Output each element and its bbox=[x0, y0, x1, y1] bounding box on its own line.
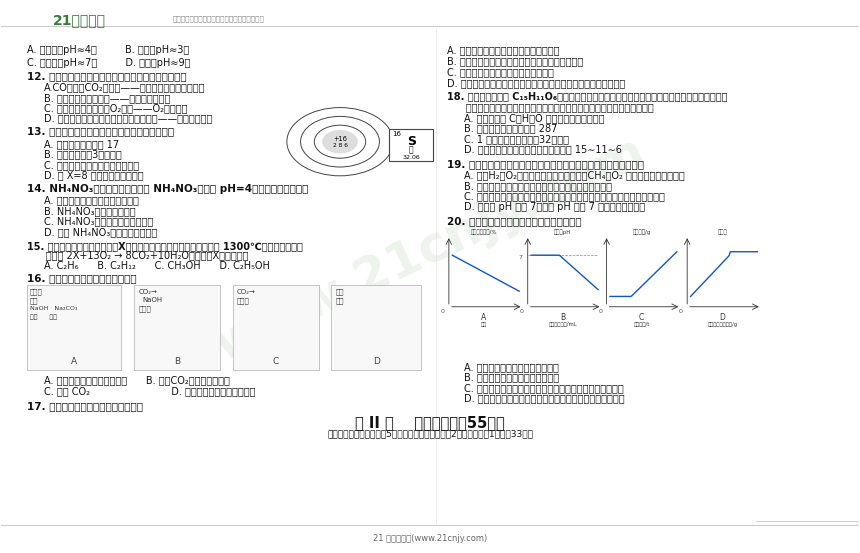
Text: CO₂→: CO₂→ bbox=[138, 289, 157, 295]
Text: D. 酸雨的 pH 小于 7，所以 pH 小于 7 的雨水一定是酸雨: D. 酸雨的 pH 小于 7，所以 pH 小于 7 的雨水一定是酸雨 bbox=[464, 202, 645, 212]
Bar bbox=[389, 129, 433, 161]
Text: B. 稀有气体可做保护气，可做保护气的一定是稀有气体: B. 稀有气体可做保护气，可做保护气的一定是稀有气体 bbox=[464, 181, 612, 191]
Text: A. 葡萄汁（pH≈4）         B. 食醜（pH≈3）: A. 葡萄汁（pH≈4） B. 食醜（pH≈3） bbox=[28, 45, 189, 55]
Text: C. 在化学变化中，硫原子易失电子: C. 在化学变化中，硫原子易失电子 bbox=[44, 160, 139, 170]
Text: 溶质质量分数/%: 溶质质量分数/% bbox=[470, 229, 497, 235]
Text: A. 盐溶液也可能使酚酞指示剂变色: A. 盐溶液也可能使酚酞指示剂变色 bbox=[44, 196, 139, 206]
Text: S: S bbox=[407, 134, 415, 148]
Text: C. NH₄NO₃不能与熟石灰混合使用: C. NH₄NO₃不能与熟石灰混合使用 bbox=[44, 217, 153, 227]
Text: A. 花青素是由 C、H、O 三种元素组成的有机物: A. 花青素是由 C、H、O 三种元素组成的有机物 bbox=[464, 113, 605, 123]
Text: 21 世纪教育网(www.21cnjy.com): 21 世纪教育网(www.21cnjy.com) bbox=[373, 534, 487, 543]
Text: 0: 0 bbox=[519, 309, 524, 314]
Text: 第 II 卷    非选择题（共55分）: 第 II 卷 非选择题（共55分） bbox=[355, 415, 505, 430]
Text: 硫: 硫 bbox=[408, 145, 414, 154]
Text: 中国最大型、最专业的中小学教育资源门户网站: 中国最大型、最专业的中小学教育资源门户网站 bbox=[173, 15, 265, 22]
Text: 12. 用分子的相关知识解释下列现象，其中不正确的是: 12. 用分子的相关知识解释下列现象，其中不正确的是 bbox=[28, 71, 187, 81]
Text: 程式为 2X+13O₂ → 8CO₂+10H₂O，则燃料X的化学式为: 程式为 2X+13O₂ → 8CO₂+10H₂O，则燃料X的化学式为 bbox=[28, 251, 249, 260]
Text: C. 把一片长时间暴露在空气中的铝答投入到过量的稀盐酸中: C. 把一片长时间暴露在空气中的铝答投入到过量的稀盐酸中 bbox=[464, 383, 624, 393]
Text: 加入氪化馒的质量/g: 加入氪化馒的质量/g bbox=[707, 322, 737, 327]
Text: A. C₂H₆      B. C₂H₁₂      C. CH₃OH      D. C₂H₅OH: A. C₂H₆ B. C₂H₁₂ C. CH₃OH D. C₂H₅OH bbox=[44, 260, 270, 270]
Text: D. 室温下向饱和石灰水中加入一定量氧化馒，并恢复至室温: D. 室温下向饱和石灰水中加入一定量氧化馒，并恢复至室温 bbox=[464, 393, 625, 403]
Text: 时间: 时间 bbox=[481, 322, 487, 327]
Text: 20. 下列图像能正确反映其对应变化关系的是: 20. 下列图像能正确反映其对应变化关系的是 bbox=[447, 216, 581, 226]
Text: A. 硫原子的质子数是 17: A. 硫原子的质子数是 17 bbox=[44, 139, 120, 149]
Text: 溶解度: 溶解度 bbox=[717, 229, 728, 235]
Text: D. 细铁丝在空气中剧烈燃烧，火星四射，放出热量，生成黑色固体: D. 细铁丝在空气中剧烈燃烧，火星四射，放出热量，生成黑色固体 bbox=[447, 79, 625, 88]
Bar bbox=[233, 285, 318, 370]
Text: 蔬菜、花卉等显现出五彩繤纷的颜色。下面对花青素的说法中不正确的是: 蔬菜、花卉等显现出五彩繤纷的颜色。下面对花青素的说法中不正确的是 bbox=[447, 102, 654, 112]
Text: B. 在花园中可闻到花香——分子在不断运动: B. 在花园中可闻到花香——分子在不断运动 bbox=[44, 93, 170, 103]
Text: 19. 分析推理是化学学习中常用的思维方法。下列分析推理正确的是: 19. 分析推理是化学学习中常用的思维方法。下列分析推理正确的是 bbox=[447, 159, 644, 169]
Text: A. 鉴别碳酸錢和氪氧化錢溶液      B. 除去CO₂中的氪化氢气体: A. 鉴别碳酸錢和氪氧化錢溶液 B. 除去CO₂中的氪化氢气体 bbox=[44, 375, 230, 385]
Text: A.CO可燃，CO₂不可燃——分子不同，化学性质不同: A.CO可燃，CO₂不可燃——分子不同，化学性质不同 bbox=[44, 82, 206, 92]
Text: C. 矿泉水（pH≈7）         D. 牙膏（pH≈9）: C. 矿泉水（pH≈7） D. 牙膏（pH≈9） bbox=[28, 58, 191, 67]
Text: NaOH   Na₂CO₃: NaOH Na₂CO₃ bbox=[30, 306, 77, 311]
Text: 稀盐酸: 稀盐酸 bbox=[30, 289, 42, 295]
Text: D: D bbox=[719, 314, 725, 322]
Text: A. 点燃H₂与O₂混合气体可能爆炸，则点燃CH₄与O₂ 的混合气体也可能爆炸: A. 点燃H₂与O₂混合气体可能爆炸，则点燃CH₄与O₂ 的混合气体也可能爆炸 bbox=[464, 170, 685, 180]
Text: C. 用肉眼不能直接观察O₂分子——O₂分子很小: C. 用肉眼不能直接观察O₂分子——O₂分子很小 bbox=[44, 103, 187, 113]
Text: A: A bbox=[482, 314, 487, 322]
Text: CO₂→: CO₂→ bbox=[237, 289, 255, 295]
Text: B: B bbox=[174, 357, 181, 366]
Text: 17. 下列对化学实验的描述，正确的是: 17. 下列对化学实验的描述，正确的是 bbox=[28, 401, 143, 411]
Text: 21世纪教育: 21世纪教育 bbox=[52, 13, 106, 28]
Text: C. 干燥 CO₂                          D. 验证化学反应前后质量守恒: C. 干燥 CO₂ D. 验证化学反应前后质量守恒 bbox=[44, 386, 255, 396]
Text: 7: 7 bbox=[519, 255, 523, 260]
Text: D: D bbox=[373, 357, 380, 366]
Text: B. 电解水时负极产生的气体能使带火星的木条复燃: B. 电解水时负极产生的气体能使带火星的木条复燃 bbox=[447, 56, 583, 66]
Text: A. 将饱和础酸鍶溶液恒温蒸发水份: A. 将饱和础酸鍶溶液恒温蒸发水份 bbox=[464, 362, 559, 372]
Text: B. NH₄NO₃是一种复合肥料: B. NH₄NO₃是一种复合肥料 bbox=[44, 206, 136, 216]
Text: 0: 0 bbox=[440, 309, 445, 314]
Text: 13. 根据右图的信息判断，下列说法中，错误的是: 13. 根据右图的信息判断，下列说法中，错误的是 bbox=[28, 126, 175, 136]
Text: 气体质量/g: 气体质量/g bbox=[633, 229, 651, 235]
Text: 32.06: 32.06 bbox=[402, 155, 420, 160]
Bar bbox=[28, 285, 121, 370]
Text: 气体: 气体 bbox=[30, 298, 38, 304]
Text: 浓溶液: 浓溶液 bbox=[138, 305, 151, 312]
Text: 溶液的pH: 溶液的pH bbox=[554, 229, 572, 235]
Bar bbox=[134, 285, 220, 370]
Text: 红磷: 红磷 bbox=[335, 298, 344, 304]
Text: A. 硫在氧气中燃烧生成一种无色无味气体: A. 硫在氧气中燃烧生成一种无色无味气体 bbox=[447, 45, 560, 55]
Text: 0: 0 bbox=[679, 309, 683, 314]
Text: A: A bbox=[71, 357, 77, 366]
Text: 18. 花青素（化学式 C₁₅H₁₁O₆）是一类广泛存在于植物中的水溶性天然色素，它的存在使草果、: 18. 花青素（化学式 C₁₅H₁₁O₆）是一类广泛存在于植物中的水溶性天然色素… bbox=[447, 92, 728, 102]
Text: D. 一定条件下将二氧化碳气体压缩成干冰——分子体积变小: D. 一定条件下将二氧化碳气体压缩成干冰——分子体积变小 bbox=[44, 113, 212, 124]
Text: B. 向氢氧化錢溶液中加入大量的水: B. 向氢氧化錢溶液中加入大量的水 bbox=[464, 372, 559, 382]
Bar bbox=[331, 285, 421, 370]
Text: 二、填空与简答（本大题5个小题，化学方程式每穰2分，其余每穰1分，共33分）: 二、填空与简答（本大题5个小题，化学方程式每穰2分，其余每穰1分，共33分） bbox=[327, 430, 533, 439]
Text: C: C bbox=[273, 357, 279, 366]
Text: 14. NH₄NO₃是一种化学肥料，某 NH₄NO₃溶液的 pH=4，以下说法错误的是: 14. NH₄NO₃是一种化学肥料，某 NH₄NO₃溶液的 pH=4，以下说法错… bbox=[28, 184, 309, 194]
Text: B: B bbox=[561, 314, 565, 322]
Text: NaOH: NaOH bbox=[143, 298, 163, 304]
Text: C: C bbox=[639, 314, 644, 322]
Text: 气体: 气体 bbox=[335, 289, 344, 295]
Text: www.21cnjy.com: www.21cnjy.com bbox=[207, 128, 653, 370]
Text: +16: +16 bbox=[333, 137, 347, 143]
Text: 15. 「气体熳铁」是一种以气体X为燃料的加热仪器，加热温度可达到 1300℃，反应的化学方: 15. 「气体熳铁」是一种以气体X为燃料的加热仪器，加热温度可达到 1300℃，… bbox=[28, 241, 303, 251]
Text: D. 久施 NH₄NO₃的土壤可能被酸化: D. 久施 NH₄NO₃的土壤可能被酸化 bbox=[44, 227, 157, 237]
Text: 16: 16 bbox=[392, 131, 402, 137]
Text: 16. 下列实验设计不能达到目的的是: 16. 下列实验设计不能达到目的的是 bbox=[28, 273, 137, 283]
Text: 0: 0 bbox=[599, 309, 602, 314]
Text: C. 点燃可燃性气体前要检验气体的纯度: C. 点燃可燃性气体前要检验气体的纯度 bbox=[447, 67, 554, 77]
Text: C. 酸与碱发生中和反应生成盐和水，所以生成盐和水的反应一定是中和反应: C. 酸与碱发生中和反应生成盐和水，所以生成盐和水的反应一定是中和反应 bbox=[464, 191, 665, 201]
Text: C. 1 个花青素分子中含有32个原子: C. 1 个花青素分子中含有32个原子 bbox=[464, 134, 569, 144]
Text: 溶液      溶液: 溶液 溶液 bbox=[30, 314, 57, 320]
Text: 加入水的体积/mL: 加入水的体积/mL bbox=[549, 322, 577, 327]
Text: D. 花青素中碳、氢、氧元素的质量比为 15∼11∼6: D. 花青素中碳、氢、氧元素的质量比为 15∼11∼6 bbox=[464, 144, 622, 154]
Text: 反应时间/t: 反应时间/t bbox=[634, 322, 650, 327]
Circle shape bbox=[322, 131, 357, 153]
Text: 2 8 6: 2 8 6 bbox=[333, 143, 347, 148]
Text: D. 当 X=8 时，该微粒是阴离子: D. 当 X=8 时，该微粒是阴离子 bbox=[44, 170, 144, 180]
Text: 硫酸管: 硫酸管 bbox=[237, 298, 249, 304]
Text: B. 花青素相对分子质量为 287: B. 花青素相对分子质量为 287 bbox=[464, 123, 557, 133]
Text: B. 硫原子核外有3个电子层: B. 硫原子核外有3个电子层 bbox=[44, 149, 122, 159]
